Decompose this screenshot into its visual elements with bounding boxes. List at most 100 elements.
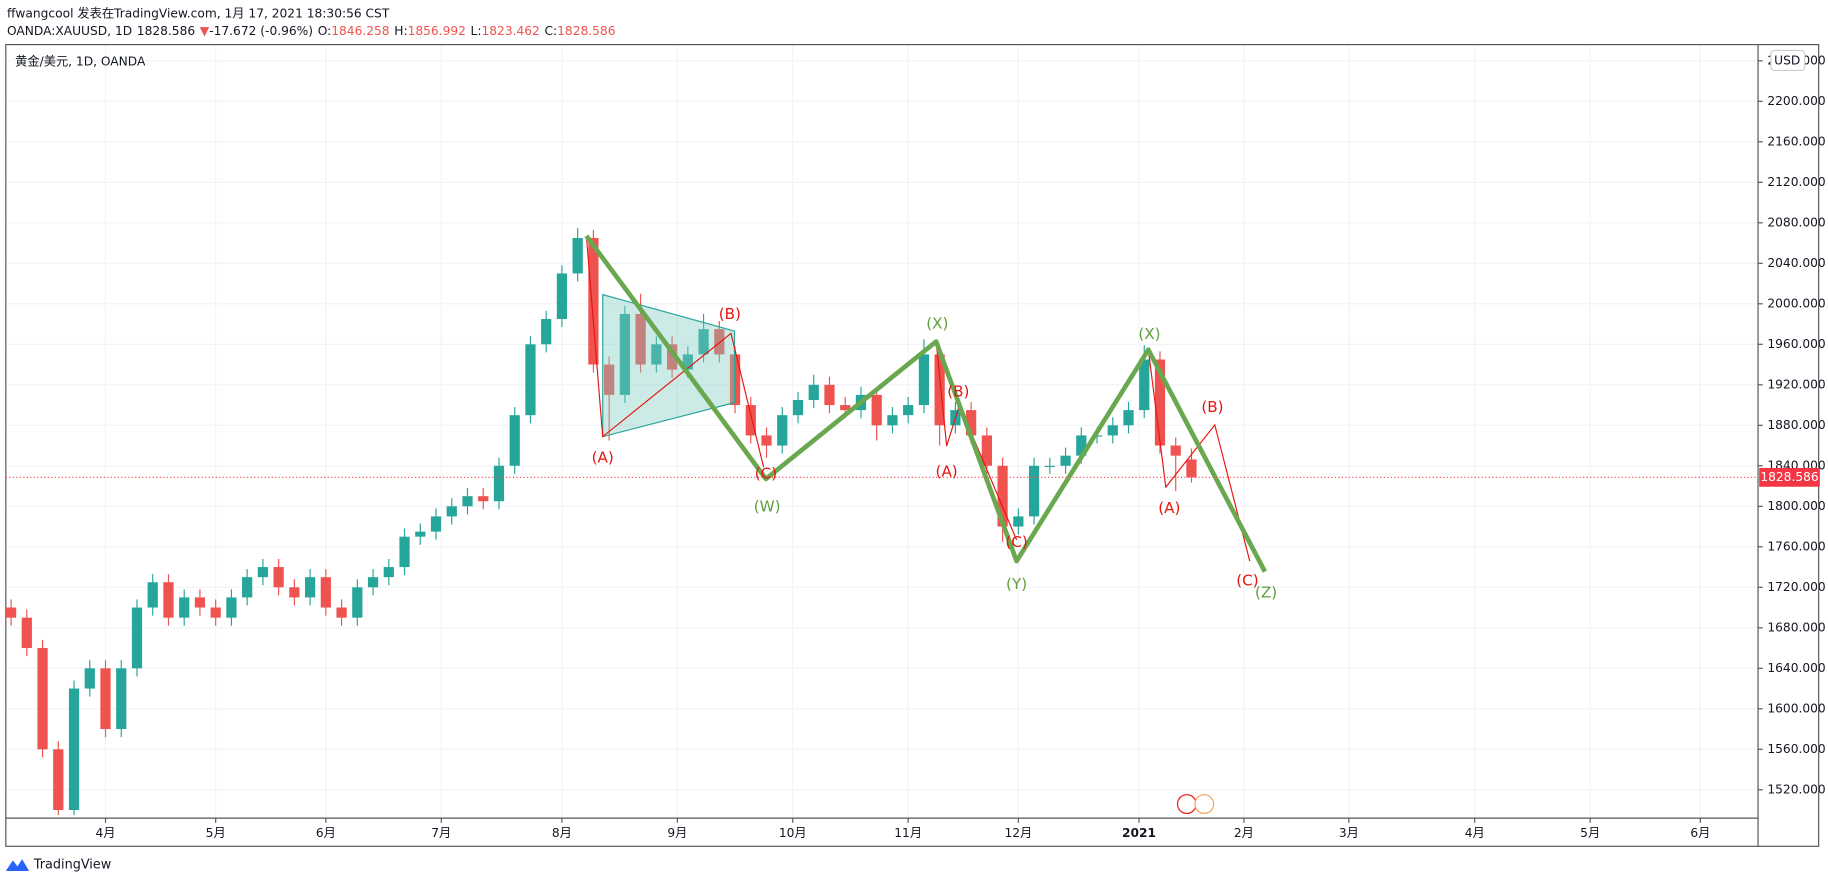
candle-body <box>729 354 741 406</box>
candle-body <box>887 415 898 426</box>
wave-label: (B) <box>947 383 969 401</box>
wave-line <box>935 341 1018 541</box>
candle-body <box>1044 465 1055 467</box>
last-price-label: 1828.586 <box>1760 470 1819 484</box>
wave-label: (X) <box>1138 325 1160 343</box>
candle-body <box>525 344 536 416</box>
candle-body <box>840 405 851 411</box>
x-tick-label: 2月 <box>1234 826 1254 840</box>
wave-label: (C) <box>1005 533 1027 551</box>
header-field: OANDA:XAUUSD, 1D <box>7 24 132 38</box>
header-field: 1828.586 <box>137 24 196 38</box>
y-tick-label: 1640.000 <box>1767 661 1825 675</box>
triangle-pattern <box>602 293 736 438</box>
x-tick-label: 5月 <box>206 826 226 840</box>
candle-body <box>430 516 442 532</box>
candle-body <box>131 607 143 669</box>
y-tick-label: 1720.000 <box>1767 580 1825 594</box>
candle-body <box>116 668 127 730</box>
candle-body <box>824 384 835 406</box>
wave-label: (C) <box>755 465 777 483</box>
wave-line <box>1147 349 1251 562</box>
header-field: -17.672 (-0.96%) <box>209 24 313 38</box>
candle-body <box>1013 516 1024 527</box>
candle-body <box>37 648 48 750</box>
candle-body <box>903 405 914 416</box>
last-price-box <box>1759 467 1820 487</box>
candle-body <box>1028 465 1040 517</box>
candle-body <box>635 313 646 365</box>
candle-body <box>21 617 32 649</box>
candle-body <box>541 318 552 345</box>
event-marker[interactable] <box>1194 794 1215 815</box>
y-tick-label: 2040.000 <box>1767 256 1825 270</box>
x-tick-label: 6月 <box>1690 826 1710 840</box>
y-tick-label: 1560.000 <box>1767 742 1825 756</box>
candle-body <box>761 435 772 446</box>
x-tick-label: 4月 <box>96 826 116 840</box>
y-tick-label: 2000.000 <box>1767 296 1825 310</box>
header-field: ▼ <box>200 24 210 38</box>
candle-body <box>194 597 206 608</box>
x-tick-label: 10月 <box>779 826 807 840</box>
x-tick-label: 3月 <box>1339 826 1359 840</box>
x-tick-label: 2021 <box>1122 826 1156 840</box>
x-tick-label: 7月 <box>431 826 451 840</box>
candle-body <box>619 313 630 395</box>
wave-label: (B) <box>719 305 741 323</box>
candle-body <box>1186 459 1197 478</box>
y-tick-label: 1920.000 <box>1767 377 1825 391</box>
candle-body <box>462 496 473 507</box>
x-tick-label: 5月 <box>1580 826 1600 840</box>
header-field: O: <box>318 24 332 38</box>
chart-frame <box>5 44 1820 847</box>
candle-body <box>336 607 347 618</box>
candles <box>5 227 1197 816</box>
candle-body <box>289 587 300 598</box>
candle-body <box>556 273 568 319</box>
y-tick-label: 2200.000 <box>1767 94 1825 108</box>
candle-body <box>572 237 583 274</box>
candle-body <box>399 536 410 568</box>
x-tick-label: 12月 <box>1004 826 1032 840</box>
candle-body <box>934 354 945 426</box>
y-tick-label: 1960.000 <box>1767 337 1825 351</box>
x-tick-label: 6月 <box>316 826 336 840</box>
candle-body <box>210 607 221 618</box>
wave-label: (X) <box>926 314 948 332</box>
candle-body <box>604 364 615 395</box>
candle-body <box>320 577 331 608</box>
currency-label[interactable]: USD <box>1774 54 1800 68</box>
y-tick-label: 1760.000 <box>1767 539 1825 553</box>
wave-line-major <box>584 234 1267 573</box>
candle-body <box>367 577 379 588</box>
event-markers <box>1176 794 1215 815</box>
y-tick-label: 1880.000 <box>1767 418 1825 432</box>
candle-body <box>68 688 80 811</box>
candle-body <box>257 567 269 578</box>
y-tick-label: 1800.000 <box>1767 499 1825 513</box>
currency-button[interactable] <box>1770 49 1806 72</box>
candle-body <box>698 329 709 355</box>
chart-legend: 黄金/美元, 1D, OANDA <box>15 54 146 69</box>
y-tick-label: 2080.000 <box>1767 215 1825 229</box>
candle-body <box>226 597 237 618</box>
wave-label: (Z) <box>1255 583 1277 601</box>
event-marker[interactable] <box>1176 794 1197 815</box>
candle-body <box>997 465 1008 527</box>
wave-label: (C) <box>1236 571 1258 589</box>
candle-body <box>981 435 992 466</box>
candle-body <box>918 354 930 406</box>
candle-body <box>1107 425 1118 436</box>
candle-body <box>352 587 363 618</box>
wave-label: (A) <box>936 462 958 480</box>
candle-body <box>1170 445 1181 456</box>
candle-body <box>304 577 316 598</box>
wave-label: (W) <box>754 498 781 516</box>
x-tick-label: 4月 <box>1465 826 1485 840</box>
candle-body <box>509 415 520 466</box>
wave-label: (Y) <box>1006 575 1027 593</box>
candle-body <box>415 531 426 537</box>
header-field: 1823.462 <box>481 24 539 38</box>
